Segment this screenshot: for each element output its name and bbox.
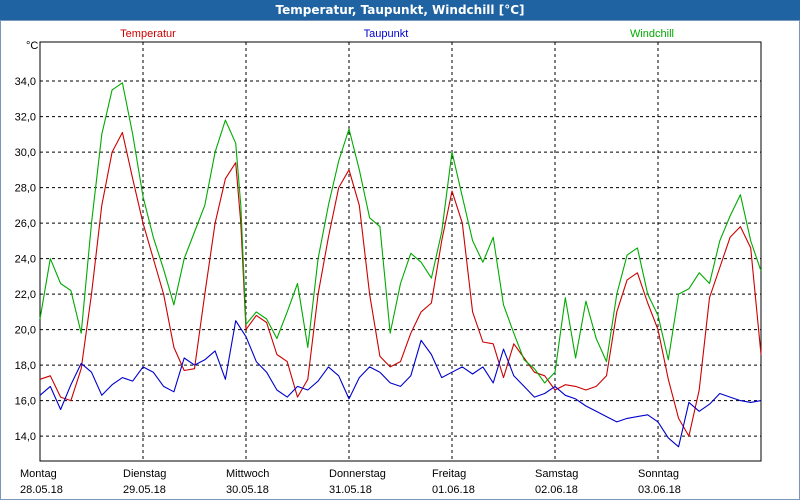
x-day-label: Donnerstag — [329, 468, 386, 480]
y-axis-unit: °C — [26, 40, 38, 52]
series-line-taupunkt — [39, 320, 762, 448]
x-day-label: Montag — [20, 468, 57, 480]
legend-taupunkt: Taupunkt — [364, 28, 409, 40]
legend-windchill: Windchill — [630, 28, 674, 40]
series-line-windchill — [39, 82, 762, 384]
x-day-label: Samstag — [535, 468, 578, 480]
y-tick-label: 20,0 — [15, 325, 36, 337]
y-tick-label: 24,0 — [15, 254, 36, 266]
y-tick-label: 30,0 — [15, 147, 36, 159]
x-date-label: 31.05.18 — [329, 484, 372, 496]
x-date-label: 29.05.18 — [123, 484, 166, 496]
y-tick-label: 18,0 — [15, 360, 36, 372]
y-tick-label: 26,0 — [15, 218, 36, 230]
y-tick-label: 22,0 — [15, 289, 36, 301]
y-tick-label: 14,0 — [15, 431, 36, 443]
x-day-label: Freitag — [432, 468, 466, 480]
line-chart: 14,0 16,0 18,0 20,0 22,0 24,0 26,0 28,0 30,0 32,0… — [15, 28, 762, 496]
x-day-label: Dienstag — [123, 468, 166, 480]
legend-temperatur: Temperatur — [120, 28, 176, 40]
x-date-label: 03.06.18 — [638, 484, 681, 496]
series-line-temperatur — [39, 131, 762, 437]
x-day-label: Mittwoch — [226, 468, 269, 480]
chart-panel: 14,0 16,0 18,0 20,0 22,0 24,0 26,0 28,0 30,0 32,0… — [0, 20, 800, 500]
x-date-label: 01.06.18 — [432, 484, 475, 496]
plot-frame — [39, 41, 762, 462]
chart-title: Temperatur, Taupunkt, Windchill [°C] — [0, 0, 800, 20]
x-date-label: 02.06.18 — [535, 484, 578, 496]
x-date-label: 30.05.18 — [226, 484, 269, 496]
y-tick-label: 16,0 — [15, 396, 36, 408]
y-tick-label: 32,0 — [15, 112, 36, 124]
x-date-label: 28.05.18 — [20, 484, 63, 496]
y-tick-label: 28,0 — [15, 183, 36, 195]
x-day-label: Sonntag — [638, 468, 679, 480]
y-tick-label: 34,0 — [15, 76, 36, 88]
